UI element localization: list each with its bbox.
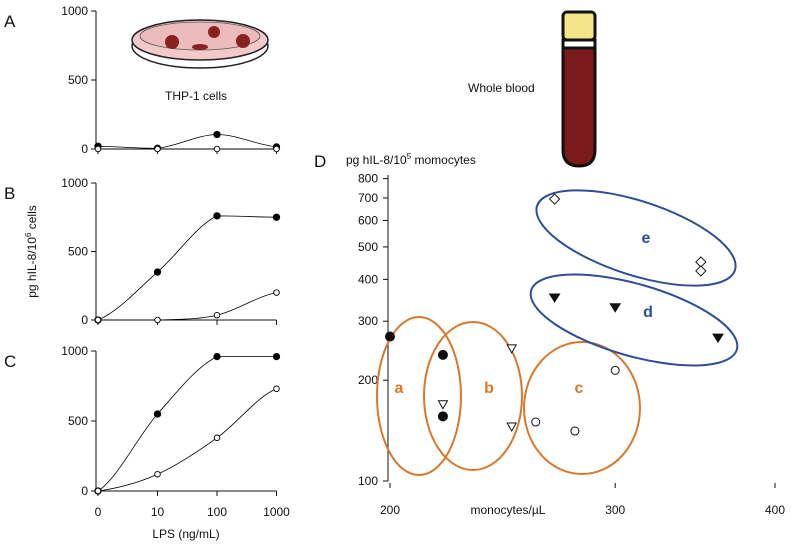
x-tick-label: 10: [151, 505, 165, 519]
y-axis-label-sup: 5: [407, 152, 412, 161]
y-axis-label-text: pg hIL-8/10: [346, 153, 407, 167]
data-point: [94, 487, 102, 495]
y-tick-label: 400: [358, 272, 378, 286]
fit-curve: [97, 215, 277, 321]
data-point: [213, 145, 221, 153]
y-tick-label: 0: [81, 313, 88, 327]
y-tick-label: 100: [358, 474, 378, 488]
fit-curve: [97, 356, 277, 492]
y-axis-label: pg hIL-8/106 cells: [24, 205, 39, 298]
annotation: Whole blood: [468, 81, 535, 95]
panel-label: B: [4, 184, 15, 203]
data-point: [213, 352, 221, 361]
data-point: [570, 426, 580, 436]
data-point: [94, 145, 102, 153]
y-axis-label-end: momocytes: [411, 153, 476, 167]
y-axis-label-end: cells: [25, 205, 39, 232]
y-axis-label-sup: 6: [24, 232, 33, 237]
annotation: THP-1 cells: [165, 89, 227, 103]
group-ellipse: [376, 316, 462, 476]
data-point: [712, 333, 724, 344]
data-point: [273, 289, 280, 296]
data-point: [506, 422, 518, 432]
data-point: [213, 212, 221, 220]
x-tick-label: 1000: [263, 505, 290, 519]
data-point: [272, 352, 281, 361]
panel-label: A: [4, 12, 16, 31]
y-tick-label: 1000: [61, 4, 88, 18]
group-label: a: [395, 380, 404, 397]
data-point: [437, 411, 448, 422]
y-axis-label-text: pg hIL-8/10: [25, 237, 39, 298]
x-tick-label: 400: [765, 503, 785, 517]
data-point: [273, 145, 280, 153]
x-axis-label: monocytes/µL: [471, 503, 546, 517]
data-point: [548, 193, 561, 205]
y-tick-label: 500: [358, 240, 378, 254]
group-ellipse: [535, 189, 737, 287]
data-point: [695, 265, 707, 277]
x-axis-label: LPS (ng/mL): [152, 527, 219, 541]
fit-curve: [97, 134, 277, 149]
y-tick-label: 500: [68, 245, 88, 259]
group-label: d: [643, 304, 653, 321]
y-axis-label: pg hIL-8/105 momocytes: [346, 152, 476, 167]
x-tick-label: 200: [380, 503, 400, 517]
blood-tube: [561, 10, 597, 168]
fit-curve: [97, 292, 277, 321]
petri-dish: [131, 19, 269, 69]
group-label: c: [575, 380, 584, 397]
x-tick-label: 100: [207, 505, 227, 519]
x-tick-label: 0: [95, 505, 102, 519]
y-tick-label: 0: [81, 142, 88, 156]
data-point: [213, 311, 221, 319]
data-point: [548, 293, 561, 303]
x-tick-label: 300: [605, 503, 625, 517]
panel-label: C: [4, 352, 16, 371]
panel-label: D: [314, 152, 326, 171]
y-tick-label: 500: [68, 414, 88, 428]
data-point: [94, 316, 102, 324]
data-point: [213, 130, 221, 139]
data-point: [272, 213, 281, 221]
data-point: [609, 303, 622, 313]
fit-curve: [97, 388, 277, 492]
data-point: [213, 434, 221, 442]
group-ellipse: [523, 341, 641, 475]
y-tick-label: 500: [68, 73, 88, 87]
data-point: [153, 268, 162, 276]
data-point: [437, 400, 449, 410]
y-tick-label: 0: [81, 484, 88, 498]
data-point: [531, 417, 541, 427]
data-point: [385, 331, 395, 342]
y-tick-label: 800: [358, 172, 378, 186]
group-label: b: [484, 380, 494, 397]
group-ellipse: [423, 321, 523, 471]
y-tick-label: 700: [358, 191, 378, 205]
data-point: [437, 349, 448, 360]
y-tick-label: 600: [358, 213, 378, 227]
data-point: [610, 365, 620, 375]
y-tick-label: 300: [358, 314, 378, 328]
data-point: [153, 410, 162, 418]
group-ellipse: [529, 273, 739, 367]
y-tick-label: 1000: [61, 176, 88, 190]
group-label: e: [642, 230, 651, 247]
data-point: [506, 344, 518, 354]
y-tick-label: 1000: [61, 344, 88, 358]
data-point: [273, 385, 280, 393]
data-point: [154, 470, 161, 478]
data-point: [154, 316, 161, 324]
data-point: [154, 145, 161, 153]
y-tick-label: 200: [358, 373, 378, 387]
